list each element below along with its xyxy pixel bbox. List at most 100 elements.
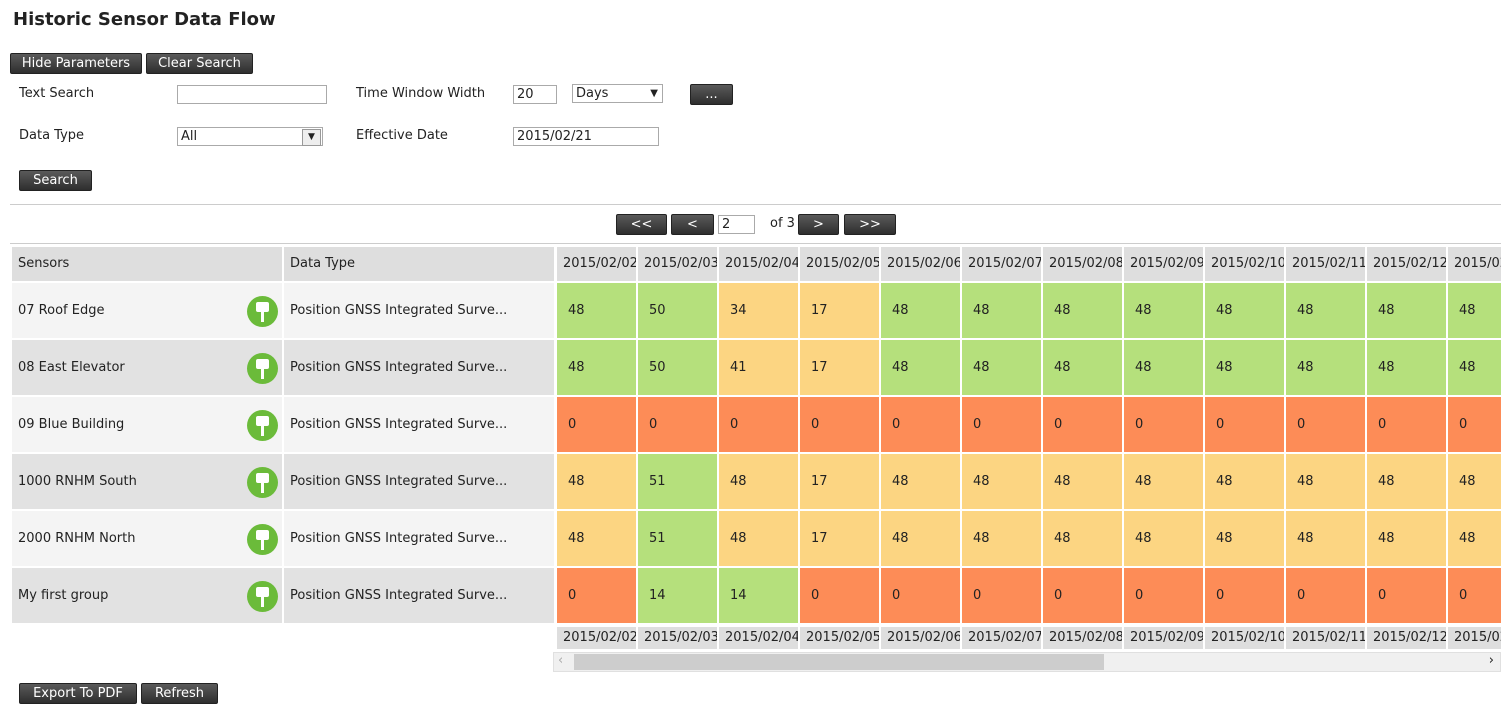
value-cell[interactable]: 48 [1286, 283, 1365, 338]
value-cell[interactable]: 17 [800, 340, 879, 395]
value-cell[interactable]: 50 [638, 283, 717, 338]
prev-page-button[interactable]: < [671, 214, 714, 235]
date-footer: 2015/02/06 [881, 627, 960, 649]
unit-select[interactable]: Days ▼ [572, 84, 663, 103]
value-cell[interactable]: 0 [1286, 568, 1365, 623]
value-cell[interactable]: 0 [881, 568, 960, 623]
value-cell[interactable]: 48 [1367, 340, 1446, 395]
value-cell[interactable]: 48 [881, 283, 960, 338]
value-cell[interactable]: 48 [881, 454, 960, 509]
value-cell[interactable]: 48 [962, 283, 1041, 338]
value-cell[interactable]: 48 [1367, 454, 1446, 509]
value-cell[interactable]: 48 [962, 454, 1041, 509]
value-cell[interactable]: 48 [1043, 511, 1122, 566]
value-cell[interactable]: 14 [638, 568, 717, 623]
value-cell[interactable]: 48 [1124, 283, 1203, 338]
text-input[interactable] [177, 85, 327, 104]
value-cell[interactable]: 0 [1043, 568, 1122, 623]
sensor-name: 07 Roof Edge [12, 283, 282, 338]
data-type-select[interactable]: All ▼ [177, 127, 323, 146]
clear-search-button[interactable]: Clear Search [146, 53, 253, 74]
value-cell[interactable]: 48 [881, 511, 960, 566]
value-cell[interactable]: 48 [1367, 511, 1446, 566]
value-cell[interactable]: 48 [719, 454, 798, 509]
value-cell[interactable]: 48 [557, 511, 636, 566]
date-header: 2015/02/03 [638, 247, 717, 281]
value-cell[interactable]: 0 [1367, 397, 1446, 452]
value-cell[interactable]: 48 [1448, 511, 1501, 566]
value-cell[interactable]: 17 [800, 283, 879, 338]
value-cell[interactable]: 0 [800, 397, 879, 452]
refresh-button[interactable]: Refresh [141, 683, 218, 704]
page-input[interactable]: 2 [718, 215, 755, 234]
scrollbar[interactable]: ‹ › [553, 652, 1501, 672]
value-cell[interactable]: 48 [1286, 340, 1365, 395]
value-cell[interactable]: 0 [1205, 397, 1284, 452]
value-cell[interactable]: 48 [1367, 283, 1446, 338]
scroll-left[interactable]: ‹ [558, 653, 564, 668]
value-cell[interactable]: 48 [1448, 283, 1501, 338]
hide-parameters-button[interactable]: Hide Parameters [10, 53, 142, 74]
column-header: Sensors [12, 247, 282, 281]
value-cell[interactable]: 0 [800, 568, 879, 623]
value-cell[interactable]: 51 [638, 454, 717, 509]
value-cell[interactable]: 48 [557, 454, 636, 509]
field-label: Text Search [19, 86, 95, 101]
value-cell[interactable]: 48 [719, 511, 798, 566]
export-pdf-button[interactable]: Export To PDF [19, 683, 137, 704]
number-input[interactable]: 20 [513, 85, 557, 104]
value-cell[interactable]: 48 [1043, 283, 1122, 338]
value-cell[interactable]: 17 [800, 511, 879, 566]
pin-icon[interactable] [530, 255, 544, 273]
value-cell[interactable]: 48 [1124, 340, 1203, 395]
value-cell[interactable]: 48 [1124, 454, 1203, 509]
value-cell[interactable]: 51 [638, 511, 717, 566]
value-cell[interactable]: 0 [1205, 568, 1284, 623]
value-cell[interactable]: 48 [962, 340, 1041, 395]
value-cell[interactable]: 48 [1448, 454, 1501, 509]
value-cell[interactable]: 48 [1205, 283, 1284, 338]
value-cell[interactable]: 48 [1205, 454, 1284, 509]
value-cell[interactable]: 0 [1043, 397, 1122, 452]
value-cell[interactable]: 0 [1124, 397, 1203, 452]
value-cell[interactable]: 0 [962, 397, 1041, 452]
value-cell[interactable]: 48 [1205, 511, 1284, 566]
value-cell[interactable]: 48 [1286, 454, 1365, 509]
value-cell[interactable]: 0 [962, 568, 1041, 623]
ellipsis-button[interactable]: ... [690, 84, 733, 105]
value-cell[interactable]: 48 [962, 511, 1041, 566]
value-cell[interactable]: 48 [1124, 511, 1203, 566]
search-button[interactable]: Search [19, 170, 92, 191]
next-page-button[interactable]: > [798, 214, 839, 235]
value-cell[interactable]: 0 [881, 397, 960, 452]
date-input[interactable]: 2015/02/21 [513, 127, 659, 146]
value-cell[interactable]: 0 [638, 397, 717, 452]
value-cell[interactable]: 17 [800, 454, 879, 509]
value-cell[interactable]: 48 [557, 340, 636, 395]
value-cell[interactable]: 48 [1043, 340, 1122, 395]
value-cell[interactable]: 0 [719, 397, 798, 452]
value-cell[interactable]: 41 [719, 340, 798, 395]
first-page-button[interactable]: << [616, 214, 667, 235]
value-cell[interactable]: 48 [1205, 340, 1284, 395]
value-cell[interactable]: 0 [557, 568, 636, 623]
value-cell[interactable]: 0 [1286, 397, 1365, 452]
value-cell[interactable]: 0 [557, 397, 636, 452]
value-cell[interactable]: 48 [881, 340, 960, 395]
value-cell[interactable]: 0 [1448, 568, 1501, 623]
value-cell[interactable]: 34 [719, 283, 798, 338]
value-cell[interactable]: 14 [719, 568, 798, 623]
sensor-name: 1000 RNHM South [12, 454, 282, 509]
last-page-button[interactable]: >> [844, 214, 896, 235]
scroll-right[interactable]: › [1488, 653, 1494, 668]
value-cell[interactable]: 48 [1043, 454, 1122, 509]
value-cell[interactable]: 48 [1286, 511, 1365, 566]
value-cell[interactable]: 0 [1367, 568, 1446, 623]
value-cell[interactable]: 48 [1448, 340, 1501, 395]
value-cell[interactable]: 0 [1124, 568, 1203, 623]
scroll-thumb[interactable] [574, 654, 1104, 670]
value-cell[interactable]: 48 [557, 283, 636, 338]
value-cell[interactable]: 50 [638, 340, 717, 395]
value-cell[interactable]: 0 [1448, 397, 1501, 452]
sensor-name: 09 Blue Building [12, 397, 282, 452]
